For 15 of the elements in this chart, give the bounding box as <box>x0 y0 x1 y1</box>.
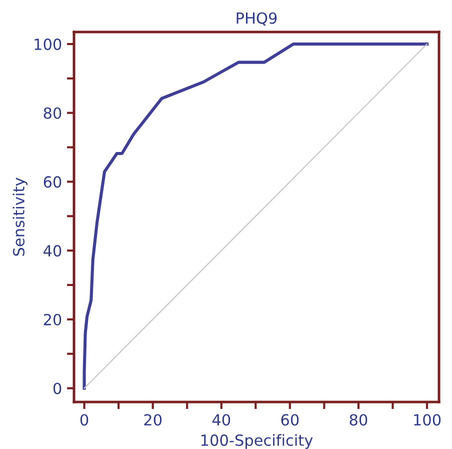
x-tick-label: 0 <box>80 414 88 426</box>
x-tick-label: 40 <box>212 414 230 426</box>
y-tick-label: 20 <box>44 314 62 326</box>
x-tick-label: 80 <box>350 414 368 426</box>
x-axis-title: 100-Specificity <box>201 434 313 449</box>
y-tick-label: 60 <box>44 176 62 188</box>
y-axis-title: Sensitivity <box>12 178 28 256</box>
chart-title: PHQ9 <box>236 12 277 26</box>
x-tick-label: 20 <box>144 414 162 426</box>
y-tick-label: 0 <box>53 382 62 394</box>
x-tick-label: 60 <box>281 414 299 426</box>
x-tick-label: 100 <box>414 414 441 426</box>
y-tick-label: 40 <box>44 245 62 257</box>
y-tick-label: 80 <box>44 107 62 119</box>
y-tick-label: 100 <box>34 38 62 50</box>
